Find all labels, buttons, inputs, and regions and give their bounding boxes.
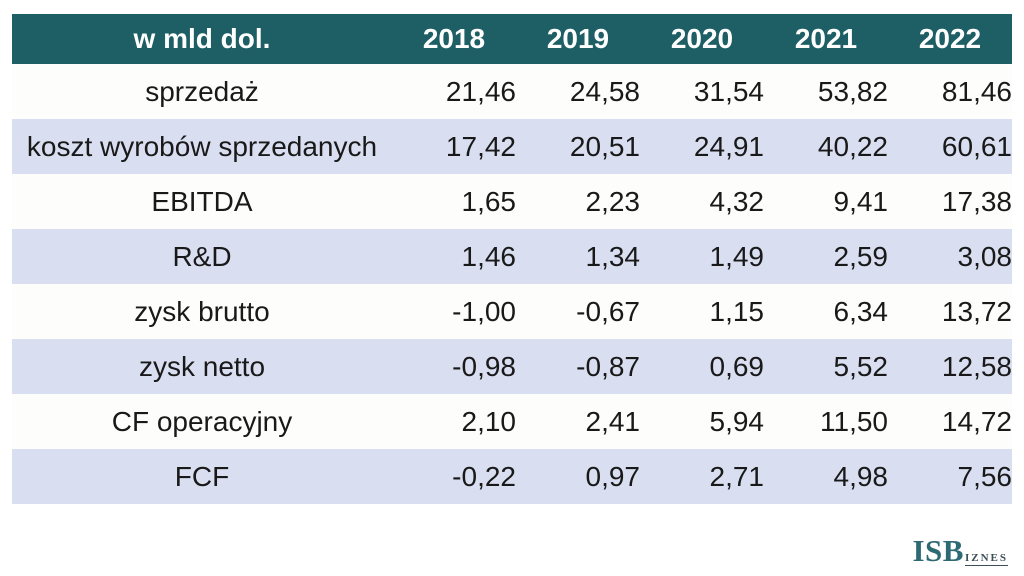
row-value: 7,56 <box>957 460 1013 492</box>
row-label: EBITDA <box>151 185 253 217</box>
row-value: 1,34 <box>585 240 641 272</box>
header-row: w mld dol. 2018 2019 2020 2021 2022 <box>12 14 1012 64</box>
row-value: 4,98 <box>833 460 889 492</box>
row-value: -0,22 <box>452 460 516 492</box>
row-value: 14,72 <box>941 405 1012 437</box>
row-value: 1,65 <box>461 185 517 217</box>
row-value: 17,38 <box>941 185 1012 217</box>
year-header: 2021 <box>764 14 888 64</box>
row-value: 2,23 <box>585 185 641 217</box>
row-value: 21,46 <box>445 75 516 107</box>
year-header: 2022 <box>888 14 1012 64</box>
table-row: zysk brutto -1,00 -0,67 1,15 6,34 13,72 <box>12 284 1012 339</box>
row-value: 24,91 <box>693 130 764 162</box>
row-value: 0,69 <box>709 350 765 382</box>
row-value: 40,22 <box>817 130 888 162</box>
row-value: 53,82 <box>817 75 888 107</box>
row-value: 2,41 <box>585 405 641 437</box>
unit-header: w mld dol. <box>12 14 392 64</box>
row-value: 13,72 <box>941 295 1012 327</box>
year-header: 2020 <box>640 14 764 64</box>
row-value: 12,58 <box>941 350 1012 382</box>
row-label: koszt wyrobów sprzedanych <box>26 130 378 162</box>
row-value: 81,46 <box>941 75 1012 107</box>
row-label: CF operacyjny <box>111 405 293 437</box>
row-value: -1,00 <box>452 295 516 327</box>
table-row: zysk netto -0,98 -0,87 0,69 5,52 12,58 <box>12 339 1012 394</box>
row-value: 4,32 <box>709 185 765 217</box>
row-value: 9,41 <box>833 185 889 217</box>
table-row: FCF -0,22 0,97 2,71 4,98 7,56 <box>12 449 1012 504</box>
row-value: 2,59 <box>833 240 889 272</box>
table-body: sprzedaż 21,46 24,58 31,54 53,82 81,46 koszt w… <box>12 64 1012 504</box>
row-value: -0,67 <box>576 295 640 327</box>
row-value: 2,10 <box>461 405 517 437</box>
table-row: sprzedaż 21,46 24,58 31,54 53,82 81,46 <box>12 64 1012 119</box>
row-value: -0,98 <box>452 350 516 382</box>
financial-table: w mld dol. 2018 2019 2020 2021 2022 sprzedaż… <box>12 14 1012 504</box>
row-value: 1,15 <box>709 295 765 327</box>
year-header: 2019 <box>516 14 640 64</box>
row-value: 31,54 <box>693 75 764 107</box>
row-value: 2,71 <box>709 460 765 492</box>
table-row: koszt wyrobów sprzedanych 17,42 20,51 24,91… <box>12 119 1012 174</box>
table-row: CF operacyjny 2,10 2,41 5,94 11,50 14,72 <box>12 394 1012 449</box>
logo-isb-text: ISB <box>912 533 964 568</box>
row-value: -0,87 <box>576 350 640 382</box>
row-value: 60,61 <box>941 130 1012 162</box>
year-header: 2018 <box>392 14 516 64</box>
row-value: 6,34 <box>833 295 889 327</box>
row-label: FCF <box>174 460 230 492</box>
table-row: R&D 1,46 1,34 1,49 2,59 3,08 <box>12 229 1012 284</box>
isbiznes-logo: ISB IZNES <box>912 535 1008 566</box>
row-value: 0,97 <box>585 460 641 492</box>
row-value: 1,46 <box>461 240 517 272</box>
row-value: 11,50 <box>820 405 888 437</box>
row-value: 3,08 <box>957 240 1013 272</box>
table-row: EBITDA 1,65 2,23 4,32 9,41 17,38 <box>12 174 1012 229</box>
row-value: 17,42 <box>445 130 516 162</box>
row-value: 5,52 <box>833 350 889 382</box>
row-value: 5,94 <box>709 405 765 437</box>
row-label: zysk brutto <box>134 295 270 327</box>
row-label: R&D <box>172 240 232 272</box>
row-value: 1,49 <box>709 240 765 272</box>
row-value: 20,51 <box>569 130 640 162</box>
logo-iznes-text: IZNES <box>964 552 1008 566</box>
row-label: sprzedaż <box>145 75 259 107</box>
row-label: zysk netto <box>138 350 266 382</box>
row-value: 24,58 <box>569 75 640 107</box>
